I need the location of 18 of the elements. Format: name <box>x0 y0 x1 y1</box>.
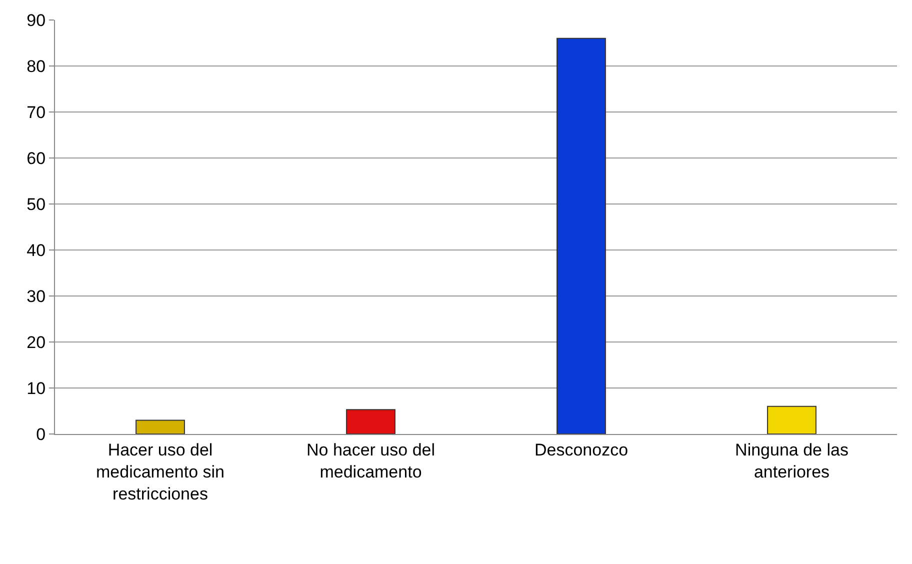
bar <box>136 420 185 434</box>
y-tick-label: 50 <box>26 194 46 214</box>
x-tick-label: Desconozco <box>534 440 628 460</box>
x-tick-label: No hacer uso del medicamento <box>306 440 436 482</box>
y-tick-label: 20 <box>26 332 46 352</box>
y-tick-label: 10 <box>26 378 46 398</box>
bar <box>767 406 816 434</box>
x-tick-label: Hacer uso del medicamento sin restricciones <box>96 440 225 504</box>
y-tick-label: 60 <box>26 148 46 168</box>
y-tick-label: 0 <box>36 424 46 444</box>
x-tick-label: Ninguna de las anteriores <box>735 440 848 482</box>
y-tick-label: 80 <box>26 56 46 76</box>
y-tick-label: 40 <box>26 240 46 260</box>
bar <box>556 38 606 434</box>
y-tick-label: 90 <box>26 10 46 30</box>
y-tick-label: 30 <box>26 286 46 306</box>
y-tick-label: 70 <box>26 102 46 122</box>
bar <box>346 409 396 434</box>
